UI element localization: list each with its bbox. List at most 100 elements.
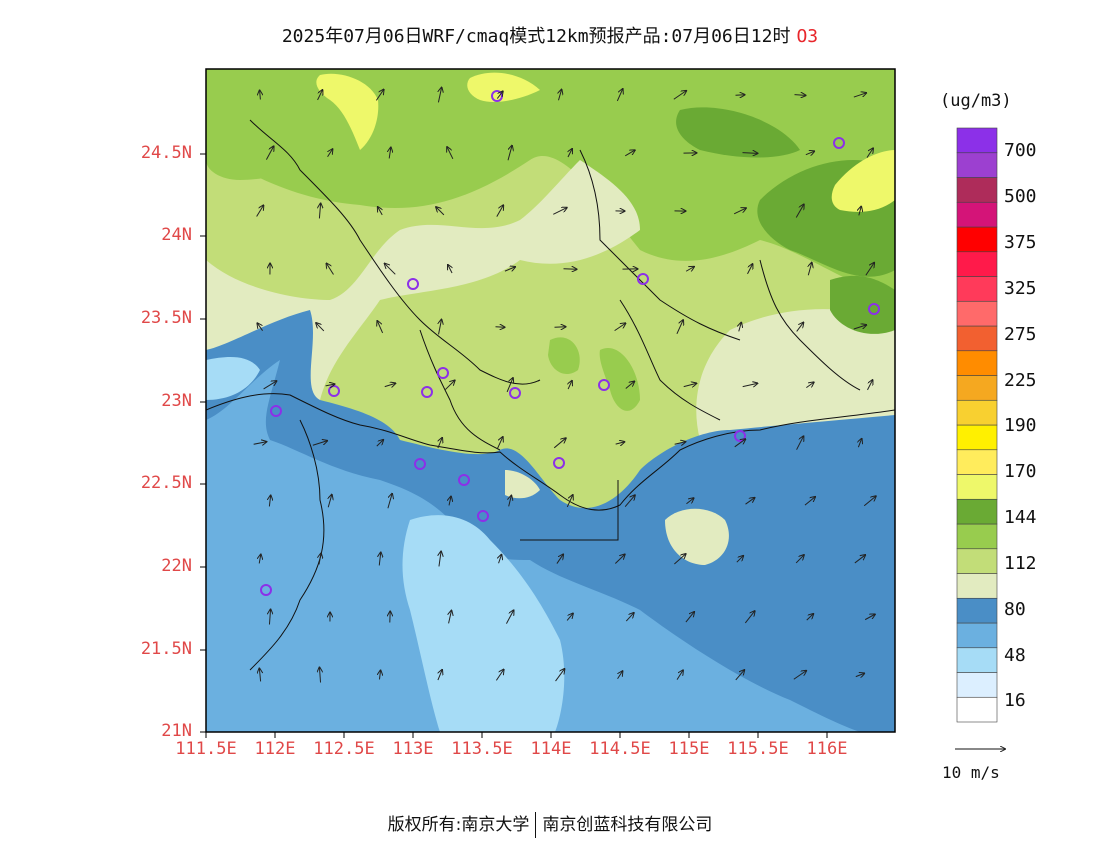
wind-arrow [806, 382, 813, 389]
legend-swatch [956, 498, 998, 525]
wind-arrow [504, 267, 515, 271]
wind-arrow [319, 204, 320, 219]
wind-arrow [269, 496, 270, 507]
wind-arrow [735, 95, 745, 96]
wind-arrow [568, 149, 572, 158]
wind-arrow [449, 611, 452, 624]
wind-arrow [495, 670, 503, 681]
wind-arrow [795, 555, 804, 564]
wind-arrow [794, 95, 806, 96]
legend-swatch [956, 375, 998, 401]
title-text: 2025年07月06日WRF/cmaq模式12km预报产品:07月06日12时 [281, 26, 791, 47]
legend-label: 112 [1004, 553, 1037, 574]
legend-swatch [956, 647, 998, 673]
wind-arrow [312, 441, 327, 446]
legend-swatch [956, 276, 998, 302]
wind-arrow [566, 495, 572, 508]
wind-arrow [259, 555, 261, 564]
y-tick-label: 23N [161, 391, 192, 411]
wind-arrow [384, 383, 395, 386]
legend-swatch [956, 152, 998, 178]
wind-arrow [377, 321, 384, 334]
legend-label: 225 [1004, 370, 1037, 391]
wind-arrow [506, 610, 513, 624]
y-tick-label: 23.5N [140, 308, 192, 328]
wind-arrow [685, 267, 694, 272]
legend-swatch [956, 201, 998, 228]
wind-arrow [379, 553, 380, 566]
wind-arrow [616, 89, 622, 102]
wind-arrow [445, 380, 454, 390]
copyright-right: 南京创蓝科技有限公司 [542, 815, 713, 835]
wind-arrow [739, 323, 741, 332]
legend-swatch [956, 424, 998, 451]
wind-arrow [614, 323, 626, 332]
wind-arrow [269, 610, 270, 625]
x-tick-label: 112E [254, 739, 296, 759]
wind-arrow [437, 438, 442, 449]
legend-swatch [956, 399, 998, 426]
legend-swatch [956, 127, 998, 154]
wind-arrow [448, 265, 452, 274]
wind-arrow [673, 91, 686, 100]
wind-arrow [625, 150, 634, 157]
legend-swatch [956, 325, 998, 352]
wind-arrow [865, 263, 874, 276]
legend-label: 190 [1004, 415, 1037, 436]
wind-arrow [855, 673, 864, 676]
legend-label: 144 [1004, 507, 1037, 528]
wind-arrow [614, 554, 624, 564]
wind-arrow [806, 614, 814, 621]
wind-arrow [617, 671, 623, 680]
wind-arrow [555, 669, 565, 682]
wind-arrow [625, 381, 634, 389]
wind-arrow [795, 205, 803, 218]
wind-arrow [747, 264, 753, 275]
wind-arrow [438, 670, 442, 681]
legend-swatch [956, 672, 998, 698]
wind-arrow [317, 90, 323, 101]
x-tick-label: 114.5E [589, 739, 651, 759]
wind-arrow [745, 498, 755, 505]
wind-arrow [495, 327, 505, 328]
wind-arrow [864, 614, 875, 621]
wind-arrow [558, 90, 561, 101]
wind-arrow [438, 88, 441, 103]
concentration-field [206, 69, 895, 732]
x-tick-marks [205, 732, 828, 738]
wind-arrow [439, 552, 441, 567]
y-tick-label: 21.5N [140, 639, 192, 659]
wind-arrow [260, 91, 261, 100]
wind-arrow [859, 207, 861, 216]
x-tick-label: 116E [806, 739, 848, 759]
wind-arrow [506, 378, 513, 393]
wind-arrow [436, 207, 445, 216]
wind-arrow [736, 556, 743, 563]
wind-arrow [793, 671, 806, 680]
wind-arrow [615, 442, 625, 444]
wind-arrow [676, 670, 683, 680]
wind-arrow [554, 327, 566, 328]
wind-arrow [867, 380, 872, 391]
wind-arrow [796, 323, 804, 332]
wind-arrow [316, 323, 325, 332]
station-markers [260, 90, 880, 596]
wind-arrow [686, 498, 693, 505]
wind-arrow [507, 146, 512, 161]
y-tick-label: 24.5N [140, 143, 192, 163]
copyright-footer: 版权所有:南京大学 南京创蓝科技有限公司 [0, 810, 1100, 838]
legend-swatch [956, 474, 998, 500]
wind-arrow [499, 555, 502, 564]
wind-arrow [676, 320, 683, 335]
wind-arrow [387, 494, 392, 509]
x-tick-label: 115E [668, 739, 710, 759]
wind-arrow [744, 611, 754, 624]
legend-swatch [956, 548, 998, 574]
legend-label: 80 [1004, 599, 1026, 620]
x-tick-label: 111.5E [175, 739, 237, 759]
legend-label: 700 [1004, 140, 1037, 161]
x-tick-label: 114E [530, 739, 572, 759]
x-tick-label: 113E [392, 739, 434, 759]
wind-arrow [566, 614, 573, 621]
legend-swatch [956, 251, 998, 277]
